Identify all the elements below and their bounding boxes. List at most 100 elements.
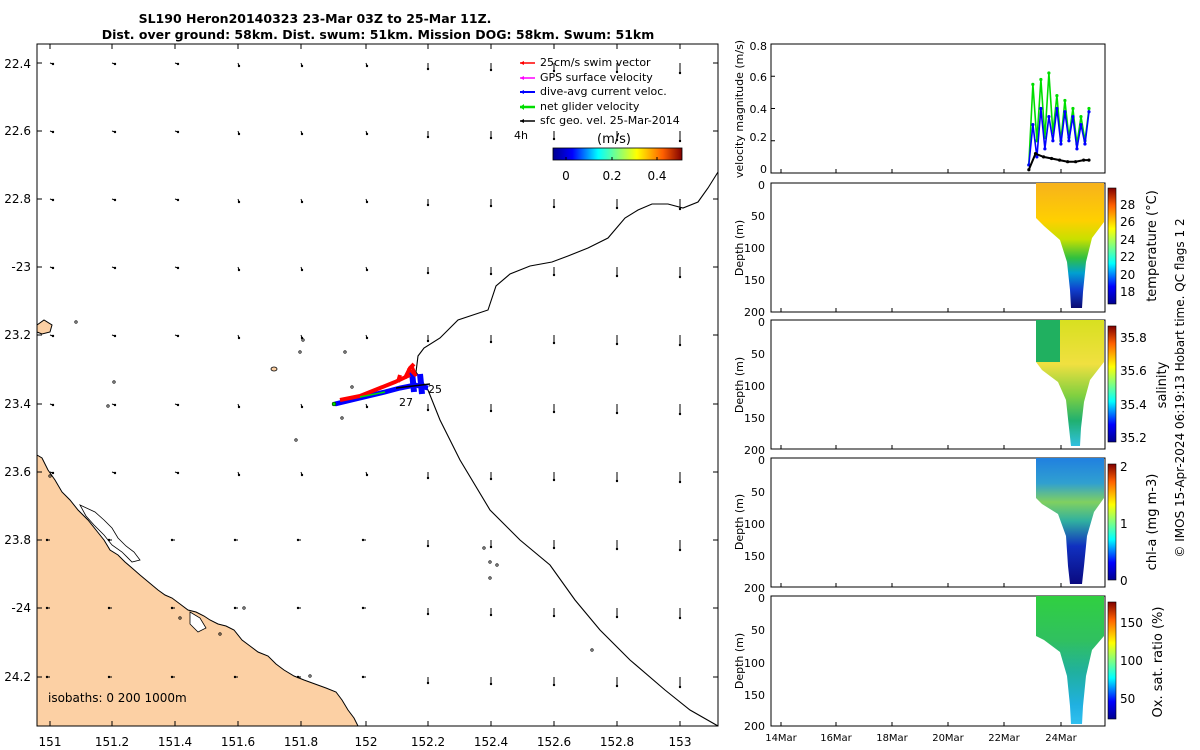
legend-gps-surface: GPS surface velocity	[520, 71, 653, 84]
current-arrow-head	[552, 205, 556, 209]
current-arrow-head	[552, 683, 556, 687]
velocity-series-0	[1028, 72, 1090, 165]
current-arrow-head	[176, 266, 180, 270]
temp-cb-24: 24	[1120, 233, 1135, 247]
reef-outline	[242, 606, 246, 610]
sal-cb-35-6: 35.6	[1120, 364, 1147, 378]
velocity-point	[1071, 106, 1075, 111]
salinity-colorbar	[1107, 325, 1117, 443]
velocity-point	[1059, 142, 1063, 146]
current-arrow-head	[489, 272, 493, 276]
velocity-point	[1055, 94, 1059, 98]
current-arrow-head	[300, 473, 304, 477]
reef-outline	[488, 576, 492, 580]
current-arrow-head	[678, 412, 682, 416]
current-arrow-head	[552, 273, 556, 277]
current-arrow-head	[237, 64, 241, 68]
velocity-point	[1067, 139, 1071, 143]
current-arrow-head	[170, 606, 174, 610]
current-arrow-head	[552, 69, 556, 73]
temp-cb-18: 18	[1120, 285, 1135, 299]
isobaths-label: isobaths: 0 200 1000m	[48, 691, 187, 705]
current-arrow-head	[237, 405, 241, 409]
current-arrow-head	[300, 336, 304, 340]
chl-label: chl-a (mg m-3)	[1145, 474, 1160, 571]
current-arrow-head	[237, 132, 241, 136]
velocity-point	[1041, 155, 1046, 159]
current-arrow-head	[170, 675, 174, 679]
chl-section	[1036, 458, 1104, 584]
ox-ytick-200: 200	[744, 720, 765, 733]
vel-ylabel: velocity magnitude (m/s)	[733, 40, 746, 178]
temperature-panel: 28 26 24 22 20 18 temperature (°C) Depth…	[733, 179, 1160, 319]
velocity-point	[1074, 160, 1078, 164]
velocity-point	[1043, 147, 1047, 151]
sal-ytick-200: 200	[744, 444, 765, 457]
colorbar-title: (m/s)	[597, 132, 631, 147]
svg-text:net glider velocity: net glider velocity	[540, 100, 640, 113]
sal-ytick-0: 0	[758, 316, 765, 329]
velocity-point	[1065, 160, 1070, 164]
current-arrow-head	[176, 62, 180, 66]
lat-tick-23-2: 23.2	[4, 328, 31, 342]
ox-cb-150: 150	[1120, 616, 1143, 630]
current-arrow-head	[113, 266, 117, 270]
title-line-2: Dist. over ground: 58km. Dist. swum: 51k…	[102, 27, 655, 42]
current-arrow-head	[678, 480, 682, 484]
current-arrow-head	[365, 473, 369, 477]
map-frame	[36, 43, 719, 727]
legend-net-velocity: net glider velocity	[520, 100, 640, 113]
lat-tick-23: -23	[11, 260, 31, 274]
current-arrow-head	[113, 198, 117, 202]
velocity-point	[1031, 123, 1035, 127]
lon-tick-151-4: 151.4	[158, 735, 192, 749]
salinity-low-patch	[1036, 320, 1060, 362]
current-arrow-head	[51, 130, 55, 134]
legend-sfc-geo: sfc geo. vel. 25-Mar-2014	[520, 114, 680, 127]
ox-cb-100: 100	[1120, 654, 1143, 668]
reef-outline	[308, 674, 312, 678]
temp-ylabel: Depth (m)	[733, 220, 746, 276]
velocity-point	[1055, 106, 1059, 111]
lat-tick-23-8: 23.8	[4, 533, 31, 547]
lat-tick-24-2: 24.2	[4, 670, 31, 684]
lat-tick-23-6: 23.6	[4, 465, 31, 479]
current-arrow-head	[489, 409, 493, 413]
chl-colorbar	[1107, 463, 1117, 581]
velocity-point	[1057, 158, 1062, 162]
legend-swim-vector: 25cm/s swim vector	[520, 56, 651, 69]
time-tick-22mar: 22Mar	[988, 733, 1020, 744]
current-arrow-head	[361, 606, 365, 610]
svg-text:dive-avg current veloc.: dive-avg current veloc.	[540, 85, 667, 98]
current-arrow-head	[113, 471, 117, 475]
current-arrow-head	[552, 546, 556, 550]
velocity-series-1	[1028, 108, 1090, 165]
temperature-section	[1036, 183, 1104, 308]
current-arrow-head	[615, 206, 619, 210]
current-arrow-head	[365, 405, 369, 409]
current-arrow-head	[552, 478, 556, 482]
current-arrow-head	[233, 606, 237, 610]
current-arrow-head	[678, 71, 682, 75]
current-arrow-head	[552, 410, 556, 414]
chl-ytick-200: 200	[744, 582, 765, 595]
lat-tick-22-4: 22.4	[4, 57, 31, 71]
track-label-27: 27	[399, 396, 413, 409]
current-arrow-head	[615, 342, 619, 346]
current-arrow-head	[176, 403, 180, 407]
glider-path-line	[415, 171, 719, 727]
velocity-point	[1087, 110, 1091, 114]
current-arrow-head	[51, 334, 55, 338]
velocity-point	[1039, 106, 1043, 111]
reef-outline	[74, 320, 78, 324]
velocity-point	[1082, 158, 1086, 162]
swim-vector-cluster-2	[406, 365, 418, 378]
current-arrow-head	[489, 204, 493, 208]
current-arrow-head	[615, 615, 619, 619]
current-arrow-head	[45, 675, 49, 679]
lon-tick-153: 153	[669, 735, 692, 749]
current-arrow-head	[45, 606, 49, 610]
oxygen-colorbar	[1107, 601, 1117, 720]
legend-dive-avg: dive-avg current veloc.	[520, 85, 667, 98]
surface-current-vectors	[45, 62, 682, 689]
